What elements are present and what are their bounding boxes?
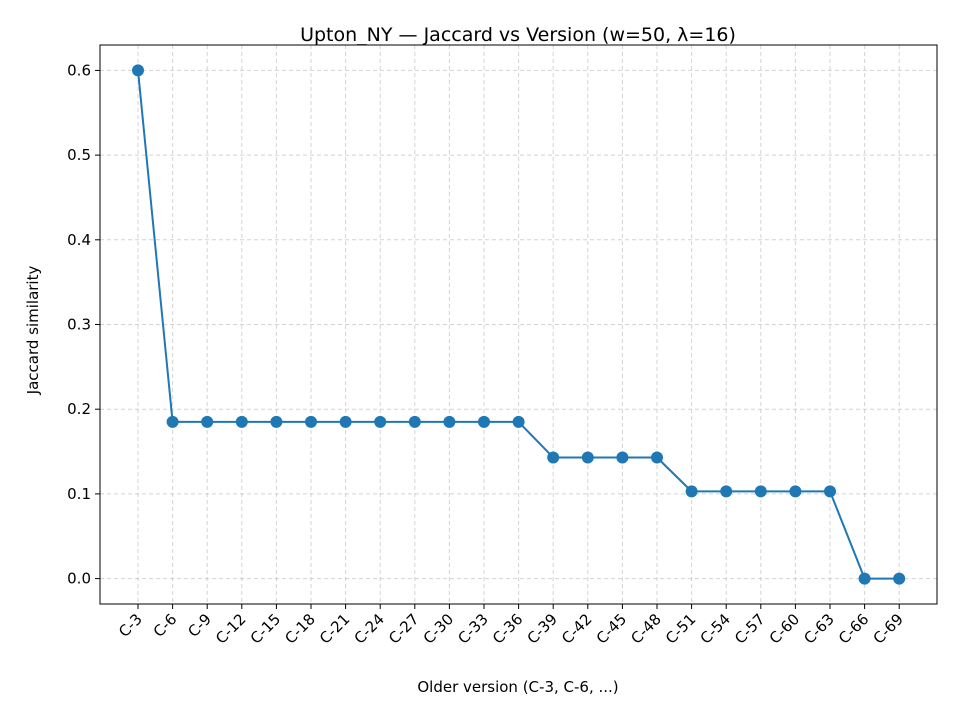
- data-point: [270, 415, 283, 428]
- x-tick-label: C-12: [212, 610, 249, 647]
- x-tick-label: C-54: [697, 610, 734, 647]
- data-point: [374, 415, 387, 428]
- data-point: [547, 451, 560, 464]
- data-point: [235, 415, 248, 428]
- data-point: [651, 451, 663, 464]
- x-axis-label: Older version (C-3, C-6, ...): [417, 678, 618, 696]
- x-tick-label: C-33: [454, 610, 491, 647]
- y-tick-label: 0.2: [67, 400, 91, 418]
- x-tick-label: C-15: [247, 610, 284, 647]
- data-point: [339, 415, 352, 428]
- data-point: [858, 572, 871, 585]
- grid: [100, 45, 937, 604]
- x-tick-label: C-69: [870, 610, 907, 647]
- data-point: [166, 415, 179, 428]
- x-tick-label: C-24: [351, 610, 388, 647]
- x-tick-label: C-57: [731, 610, 768, 647]
- data-point: [616, 451, 629, 464]
- y-tick-label: 0.6: [67, 61, 91, 79]
- y-axis-label: Jaccard similarity: [24, 266, 42, 396]
- plot-area-frame: [99, 44, 938, 605]
- data-point: [478, 415, 490, 428]
- x-tick-label: C-39: [524, 610, 561, 647]
- y-tick-label: 0.1: [67, 485, 91, 503]
- data-point: [824, 485, 836, 498]
- x-tick-label: C-45: [593, 610, 630, 647]
- x-tick-label: C-3: [115, 610, 146, 641]
- x-tick-label: C-51: [662, 610, 699, 647]
- y-tick-label: 0.5: [67, 146, 91, 164]
- x-tick-label: C-30: [420, 610, 457, 647]
- x-tick-label: C-63: [800, 610, 837, 647]
- data-point: [685, 485, 698, 498]
- series-layer: [132, 64, 906, 585]
- x-tick-label: C-36: [489, 610, 526, 647]
- y-tick-label: 0.3: [67, 316, 91, 334]
- data-point: [581, 451, 594, 464]
- x-tick-label: C-66: [835, 610, 872, 647]
- x-tick-label: C-9: [184, 610, 215, 641]
- data-point: [408, 415, 421, 428]
- data-point: [754, 485, 767, 498]
- x-tick-label: C-18: [281, 610, 318, 647]
- y-tick-label: 0.0: [67, 570, 91, 588]
- x-tick-label: C-48: [627, 610, 664, 647]
- x-tick-label: C-60: [766, 610, 803, 647]
- data-point: [720, 485, 733, 498]
- data-point: [789, 485, 802, 498]
- chart-title: Upton_NY — Jaccard vs Version (w=50, λ=1…: [300, 24, 736, 46]
- data-point: [132, 64, 144, 77]
- data-point: [893, 572, 906, 585]
- x-tick-label: C-21: [316, 610, 353, 647]
- data-point: [512, 415, 525, 428]
- data-point: [443, 415, 456, 428]
- x-tick-label: C-42: [558, 610, 595, 647]
- x-tick-label: C-27: [385, 610, 422, 647]
- x-tick-label: C-6: [150, 610, 181, 641]
- data-point: [305, 415, 317, 428]
- y-tick-label: 0.4: [67, 231, 91, 249]
- x-axis-ticks: C-3 C-6 C-9C-12C-15C-18C-21C-24C-27C-30C-3…: [115, 604, 907, 648]
- y-axis-ticks: 0.0 0.1 0.2 0.3 0.4 0.5 0.6: [67, 61, 100, 588]
- data-point: [201, 415, 214, 428]
